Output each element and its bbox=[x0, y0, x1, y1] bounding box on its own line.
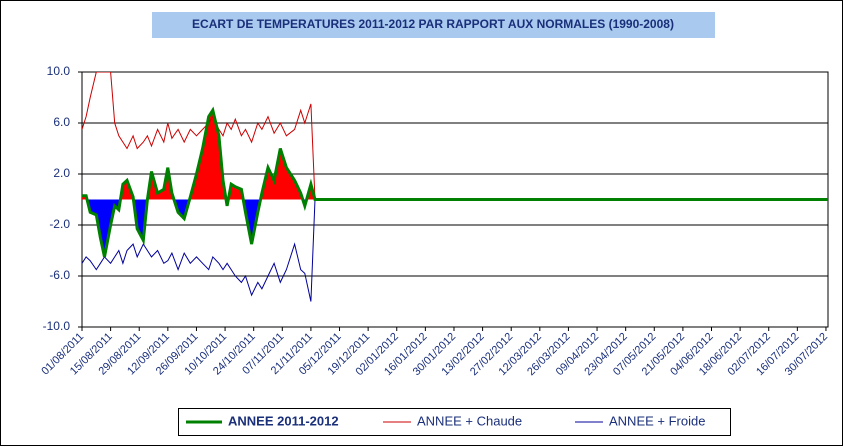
legend-label: ANNEE 2011-2012 bbox=[228, 413, 339, 428]
legend-box bbox=[178, 408, 731, 436]
area-above bbox=[82, 110, 828, 200]
legend-label: ANNEE + Chaude bbox=[417, 413, 522, 428]
y-tick-label: 6.0 bbox=[53, 115, 70, 129]
legend-label: ANNEE + Froide bbox=[609, 413, 705, 428]
series-line bbox=[82, 199, 828, 302]
y-tick-label: -6.0 bbox=[49, 268, 70, 282]
plot bbox=[82, 72, 828, 302]
y-tick-label: 2.0 bbox=[53, 166, 70, 180]
title-box bbox=[152, 12, 715, 38]
series-line bbox=[82, 106, 828, 258]
y-tick-label: -10.0 bbox=[43, 319, 71, 333]
y-tick-label: -2.0 bbox=[49, 217, 70, 231]
y-tick-label: 10.0 bbox=[47, 64, 71, 78]
series-line bbox=[82, 72, 828, 200]
chart-title: ECART DE TEMPERATURES 2011-2012 PAR RAPP… bbox=[192, 17, 674, 31]
